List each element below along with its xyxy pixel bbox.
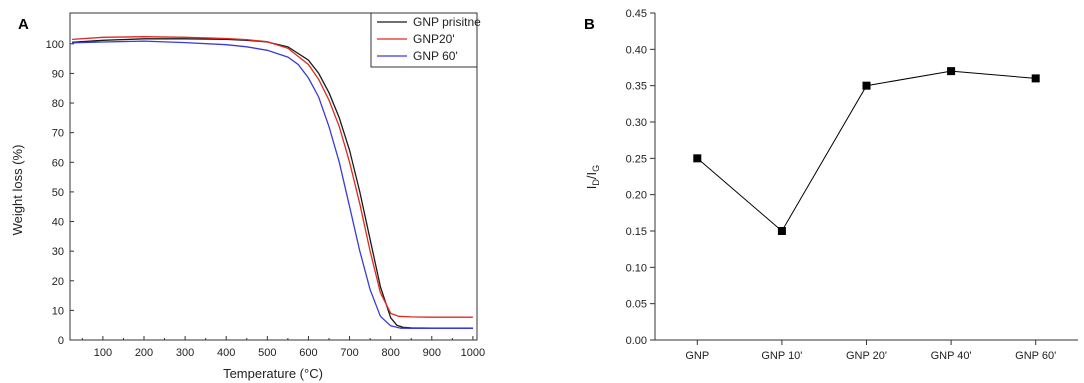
y-title-sub-d: D	[591, 179, 601, 186]
chart-b-y-axis: 0.00 0.05 0.10 0.15 0.20 0.25 0.30 0.35 0.40 0.45	[626, 8, 655, 347]
legend-label-gnp-60: GNP 60'	[413, 49, 458, 63]
chart-b-y-tick-label: 0.40	[626, 44, 647, 56]
chart-a-x-tick-label: 300	[176, 347, 194, 359]
chart-a-x-axis: 100 200 300 400 500 600 700 800 900 1000	[81, 336, 485, 359]
series-gnp-pristine	[72, 38, 473, 329]
chart-a-y-axis-title: Weight loss (%)	[10, 145, 25, 236]
chart-a: A 0 10 20 30 40 50 60 70 80 90 100 100 200 300 400 500…	[10, 12, 485, 381]
chart-a-x-tick-label: 800	[381, 347, 399, 359]
chart-a-x-tick-label: 1000	[461, 347, 485, 359]
chart-a-y-tick-label: 100	[46, 39, 64, 51]
chart-a-series-group	[72, 36, 473, 330]
chart-b-series-group	[693, 67, 1040, 235]
chart-b-x-tick-label: GNP 40'	[931, 350, 972, 362]
chart-a-legend: GNP prisitne GNP20' GNP 60'	[370, 12, 481, 68]
chart-a-x-tick-label: 600	[299, 347, 317, 359]
chart-b-y-tick-label: 0.25	[626, 153, 647, 165]
chart-b-data-point	[1031, 74, 1040, 83]
chart-b-y-tick-label: 0.45	[626, 8, 647, 20]
panel-label-a: A	[18, 16, 29, 33]
chart-b-y-tick-label: 0.15	[626, 226, 647, 238]
chart-b-y-tick-label: 0.05	[626, 299, 647, 311]
chart-a-x-tick-label: 400	[217, 347, 235, 359]
chart-b-x-tick-label: GNP 10'	[761, 350, 802, 362]
chart-a-y-tick-label: 10	[52, 305, 64, 317]
chart-b-data-point	[693, 154, 702, 163]
chart-a-y-tick-label: 30	[52, 246, 64, 258]
chart-a-y-tick-label: 90	[52, 68, 64, 80]
chart-a-x-tick-label: 700	[340, 347, 358, 359]
chart-b-x-axis: GNP GNP 10' GNP 20' GNP 40' GNP 60'	[685, 340, 1056, 362]
legend-label-gnp-pristine: GNP prisitne	[413, 15, 481, 29]
y-title-i: I	[584, 186, 599, 190]
chart-a-x-tick-label: 500	[258, 347, 276, 359]
chart-b-y-tick-label: 0.30	[626, 117, 647, 129]
chart-b-data-point	[947, 67, 956, 76]
legend-label-gnp-20: GNP20'	[413, 32, 455, 46]
chart-b-x-tick-label: GNP	[685, 350, 709, 362]
chart-b-y-tick-label: 0.10	[626, 262, 647, 274]
panel-label-b: B	[584, 16, 595, 33]
y-title-sub-g: G	[591, 165, 601, 172]
chart-a-y-tick-label: 80	[52, 98, 64, 110]
chart-a-y-tick-label: 60	[52, 157, 64, 169]
chart-b: B 0.000.050.100.150.200.250.300.350.400.…	[584, 8, 1078, 362]
chart-b-data-point	[777, 227, 786, 235]
chart-b-y-tick-label: 0.35	[626, 81, 647, 93]
chart-a-y-tick-label: 0	[58, 335, 64, 347]
chart-a-y-tick-label: 70	[52, 128, 64, 140]
chart-b-x-tick-label: GNP 20'	[846, 350, 887, 362]
series-gnp-20	[72, 36, 473, 318]
chart-b-y-axis-title: ID/IG	[584, 165, 601, 189]
chart-a-y-tick-label: 20	[52, 276, 64, 288]
chart-b-y-tick-label: 0.00	[626, 335, 647, 347]
chart-b-y-tick-label: 0.20	[626, 190, 647, 202]
chart-a-y-axis: 0 10 20 30 40 50 60 70 80 90 100	[46, 39, 74, 347]
chart-b-data-point	[862, 81, 871, 90]
y-title-slash-i: /I	[584, 172, 599, 179]
chart-a-y-tick-label: 40	[52, 217, 64, 229]
series-gnp-60	[72, 40, 473, 330]
chart-a-x-axis-title: Temperature (°C)	[223, 366, 323, 381]
chart-a-x-tick-label: 900	[423, 347, 441, 359]
chart-b-x-tick-label: GNP 60'	[1015, 350, 1056, 362]
chart-a-y-tick-label: 50	[52, 187, 64, 199]
chart-a-x-tick-label: 200	[135, 347, 153, 359]
chart-a-x-tick-label: 100	[94, 347, 112, 359]
chart-a-plot-frame	[69, 12, 478, 341]
